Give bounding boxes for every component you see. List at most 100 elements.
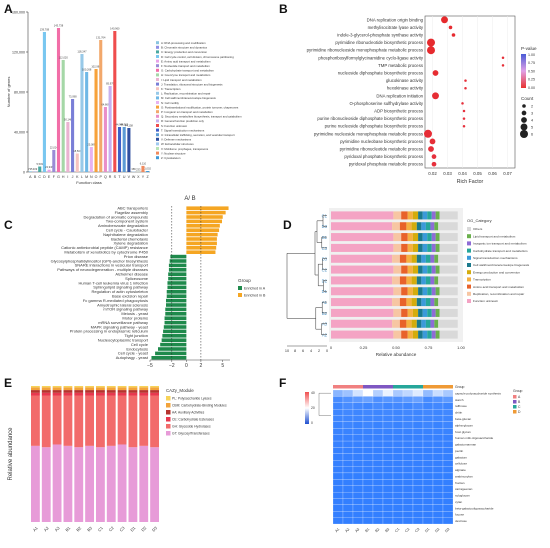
f-heatmap-cell [382, 402, 394, 410]
e-bar-segment [85, 395, 94, 446]
e-bar-segment [117, 392, 127, 396]
d-sample-label: A2 [322, 333, 328, 338]
b-term-label: O-phosphoserine sulfhydrylase activity [349, 101, 423, 106]
b-xtick-label: 0.02 [428, 171, 437, 176]
f-heatmap-cell [342, 466, 354, 474]
d-sample-label: A1 [322, 300, 328, 305]
b-term-label: glucokinase activity [386, 78, 424, 83]
chart-e: Relative abundance A1 A2 A3 B1 B2 B3 C1 C2 C3 D1 D2… [8, 386, 227, 533]
d-sample-label: D2 [322, 278, 328, 283]
b-term-label: pyrimidine nucleoside monophosphate meta… [314, 131, 423, 136]
a-bar [75, 153, 79, 172]
f-heatmap-cell [382, 491, 394, 499]
b-term-label: purine ribonucleoside diphosphate biosyn… [317, 116, 423, 121]
f-heatmap-cell [412, 453, 424, 461]
e-xtick-label: D1 [129, 525, 137, 533]
f-heatmap-cell [372, 517, 384, 525]
f-heatmap-cell [372, 479, 384, 486]
f-column-label: D3 [444, 527, 450, 533]
d-bar-segment [439, 211, 458, 220]
a-xtick-label: J [72, 175, 74, 179]
a-legend-label: L: Replication, recombination and repair [161, 92, 211, 96]
f-heatmap-cell [352, 402, 364, 410]
d-xtick-label: 0.50 [392, 345, 401, 350]
c-bar [166, 303, 187, 307]
d-legend-swatch [467, 227, 471, 231]
d-legend-label: Replication, recombination and repair [473, 292, 524, 296]
f-heatmap-cell [342, 396, 354, 403]
f-heatmap-cell [342, 428, 354, 435]
e-bar-segment [74, 447, 84, 522]
chart-b: 0.02 0.03 0.04 0.05 0.06 0.07 Rich Factor DNA r… [307, 15, 537, 185]
d-bar-segment [399, 319, 407, 328]
a-bar [28, 171, 32, 172]
f-heatmap-cell [382, 428, 394, 435]
b-point [432, 70, 439, 76]
f-heatmap-cell [362, 460, 374, 467]
a-bar [99, 40, 103, 172]
f-heatmap-cell [342, 498, 354, 505]
c-category-label: Tight junction [124, 333, 148, 338]
a-value-label: 5,503 [36, 162, 43, 166]
e-bar-segment [117, 390, 127, 393]
a-legend-swatch [156, 156, 159, 160]
d-bar-segment [407, 233, 413, 242]
a-bar [61, 60, 65, 172]
f-heatmap-cell [382, 460, 394, 467]
f-heatmap-cell [412, 517, 424, 525]
f-row-label: raffinose [455, 404, 467, 408]
a-legend-label: G: Carbohydrate transport and metabolism [161, 69, 215, 73]
a-value-label: 73,098 [69, 95, 77, 99]
a-value-label: 735 [28, 167, 33, 171]
c-category-label: Human T-cell leukemia virus 1 infection [78, 280, 148, 285]
d-bar-segment [431, 243, 436, 252]
f-heatmap-cell [422, 460, 434, 467]
f-heatmap-cell [352, 389, 364, 397]
f-heatmap-cell [342, 447, 354, 454]
c-bar [168, 263, 187, 268]
f-heatmap-cell [362, 453, 374, 461]
c-bar [164, 316, 187, 320]
e-legend-swatch [166, 424, 171, 429]
d-bar-segment [401, 211, 408, 220]
d-sample-label: B3 [322, 257, 328, 262]
a-value-label: 139,708 [40, 28, 50, 32]
c-bar [186, 246, 217, 250]
f-heatmap-cell [332, 504, 344, 512]
f-heatmap-cell [362, 409, 374, 416]
f-heatmap-cell [442, 409, 454, 416]
d-sample-label: B1 [322, 235, 328, 240]
a-xtick-label: E [48, 175, 51, 179]
d-sample-label: C1 [322, 213, 328, 218]
f-legend-label: D [518, 410, 521, 414]
f-heatmap-cell [332, 466, 344, 474]
e-bar-segment [139, 390, 149, 393]
e-bar-segment [106, 386, 116, 388]
b-point [461, 102, 464, 105]
b-term-label: methylisocitrate lyase activity [368, 25, 424, 30]
f-heatmap-cell [432, 447, 444, 454]
a-value-label: 6,110 [140, 161, 147, 165]
f-heatmap-cell [352, 517, 364, 525]
f-heatmap-cell [432, 440, 444, 448]
d-legend-swatch [467, 277, 471, 282]
a-value-label: 85,979 [106, 82, 114, 86]
d-bar-segment [430, 276, 435, 285]
f-row-label: alpha-glucan [455, 423, 473, 427]
e-bar-segment [63, 392, 73, 396]
f-heatmap-cell [412, 415, 424, 423]
f-column-label: D2 [434, 527, 440, 533]
f-heatmap-cell [422, 517, 434, 525]
f-heatmap-cell [412, 485, 424, 493]
f-row-label: galactan [455, 455, 467, 459]
d-bar-segment [406, 298, 412, 307]
d-legend-label: Cell wall/membrane/envelope biogenesis [473, 263, 530, 267]
f-heatmap-cell [442, 504, 454, 512]
c-category-label: Fc gamma R-mediated phagocytosis [83, 298, 148, 303]
c-legend-swatch [238, 293, 242, 297]
d-legend-label: Transcription [473, 278, 491, 282]
c-xtick-label: −5 [147, 363, 153, 369]
f-heatmap-cell [352, 396, 364, 403]
d-dendrogram-branch [317, 263, 324, 287]
a-value-label: 50,148 [64, 118, 72, 122]
